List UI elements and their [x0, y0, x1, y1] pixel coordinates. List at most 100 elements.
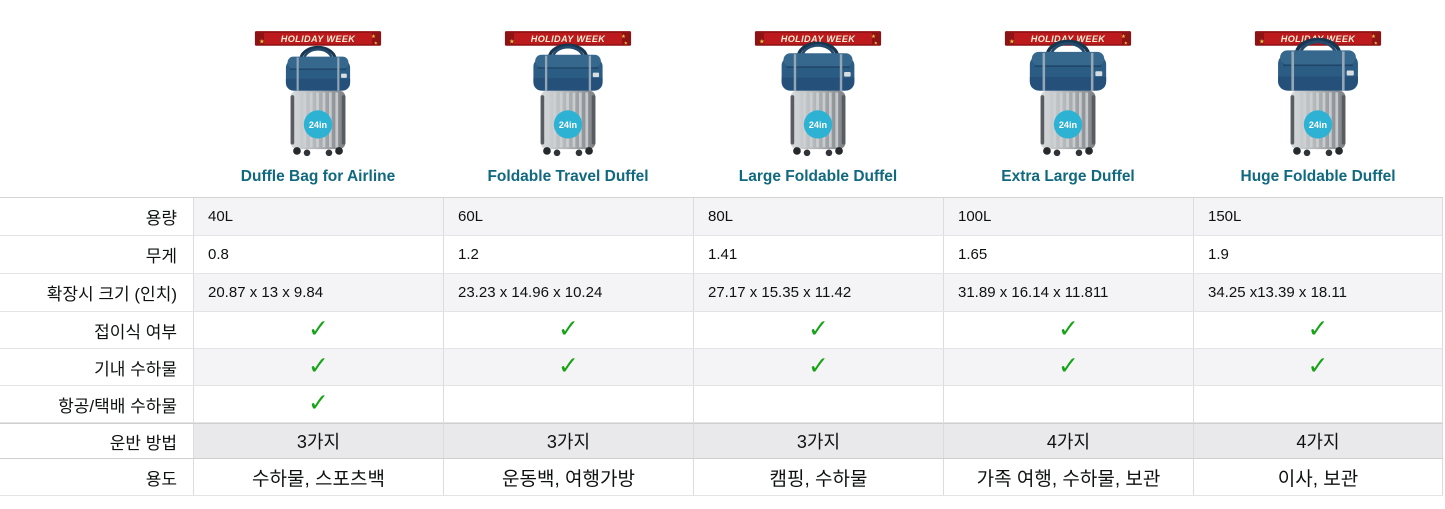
check-icon: ✓ — [1307, 314, 1329, 343]
cell-foldable-3: ✓ — [943, 312, 1193, 348]
duffel-bag-illustration — [1029, 39, 1107, 91]
cell-capacity-1: 60L — [443, 198, 693, 235]
cell-capacity-2: 80L — [693, 198, 943, 235]
star-icon: ★ — [759, 39, 765, 46]
star-icon: ★ — [871, 34, 876, 40]
check-icon: ✓ — [308, 388, 329, 417]
cell-expanded-size-0: 20.87 x 13 x 9.84 — [193, 274, 443, 311]
row-label-air-courier: 항공/택배 수하물 — [0, 386, 193, 422]
cell-uses-1: 운동백, 여행가방 — [443, 459, 693, 495]
row-label-carry-methods: 운반 방법 — [0, 424, 193, 458]
badge-text: 24in — [809, 120, 828, 130]
size-badge: 24in — [303, 110, 333, 139]
cell-carry-methods-0: 3가지 — [193, 424, 443, 458]
cell-air-courier-4 — [1193, 386, 1443, 422]
cell-foldable-0: ✓ — [193, 312, 443, 348]
product-image[interactable]: ★ ★ ★ HOLIDAY WEEK 24in — [504, 30, 632, 164]
cell-foldable-1: ✓ — [443, 312, 693, 348]
cell-carry-on-3: ✓ — [943, 349, 1193, 385]
cell-expanded-size-2: 27.17 x 15.35 x 11.42 — [693, 274, 943, 311]
cell-air-courier-2 — [693, 386, 943, 422]
check-icon: ✓ — [1307, 351, 1329, 380]
table-row-air-courier: 항공/택배 수하물 ✓ — [0, 386, 1443, 423]
check-icon: ✓ — [1058, 314, 1079, 343]
cell-expanded-size-1: 23.23 x 14.96 x 10.24 — [443, 274, 693, 311]
product-image[interactable]: ★ ★ ★ HOLIDAY WEEK 24in — [1254, 30, 1382, 164]
duffel-bag-illustration — [533, 43, 603, 91]
product-card: ★ ★ ★ HOLIDAY WEEK 24in Large Foldable D… — [693, 30, 943, 186]
cell-capacity-4: 150L — [1193, 198, 1443, 235]
row-label-uses: 용도 — [0, 459, 193, 495]
star-icon: ★ — [1371, 34, 1376, 40]
table-row-foldable: 접이식 여부 ✓ ✓ ✓ ✓ ✓ — [0, 312, 1443, 349]
cell-air-courier-0: ✓ — [193, 386, 443, 422]
banner-text: HOLIDAY WEEK — [1031, 34, 1107, 44]
cell-weight-3: 1.65 — [943, 236, 1193, 273]
size-badge: 24in — [1053, 110, 1083, 139]
table-row-uses: 용도 수하물, 스포츠백 운동백, 여행가방 캠핑, 수하물 가족 여행, 수하물, 보… — [0, 459, 1443, 496]
cell-capacity-3: 100L — [943, 198, 1193, 235]
table-row-expanded-size: 확장시 크기 (인치) 20.87 x 13 x 9.84 23.23 x 14.9… — [0, 274, 1443, 312]
check-icon: ✓ — [808, 314, 829, 343]
product-image[interactable]: ★ ★ ★ HOLIDAY WEEK 24in — [1004, 30, 1132, 164]
cell-weight-1: 1.2 — [443, 236, 693, 273]
banner-text: HOLIDAY WEEK — [781, 34, 857, 44]
row-label-capacity: 용량 — [0, 198, 193, 235]
star-icon: ★ — [874, 40, 878, 45]
row-label-foldable: 접이식 여부 — [0, 312, 193, 348]
table-row-carry-methods: 운반 방법 3가지 3가지 3가지 4가지 4가지 — [0, 423, 1443, 459]
star-icon: ★ — [621, 34, 626, 40]
badge-text: 24in — [309, 120, 328, 130]
cell-carry-methods-2: 3가지 — [693, 424, 943, 458]
cell-carry-on-1: ✓ — [443, 349, 693, 385]
product-image[interactable]: ★ ★ ★ HOLIDAY WEEK 24in — [754, 30, 882, 164]
product-title[interactable]: Large Foldable Duffel — [738, 168, 898, 185]
check-icon: ✓ — [808, 351, 829, 380]
badge-text: 24in — [559, 120, 578, 130]
check-icon: ✓ — [558, 314, 579, 343]
star-icon: ★ — [1374, 40, 1378, 45]
duffel-bag-illustration — [1278, 37, 1358, 91]
cell-uses-3: 가족 여행, 수하물, 보관 — [943, 459, 1193, 495]
product-image[interactable]: ★ ★ ★ HOLIDAY WEEK 24in — [254, 30, 382, 164]
badge-text: 24in — [1309, 120, 1328, 130]
comparison-table: 용량 40L 60L 80L 100L 150L 무게 0.8 1.2 1.41 1.65 1.9 확장… — [0, 197, 1443, 496]
table-row-carry-on: 기내 수하물 ✓ ✓ ✓ ✓ ✓ — [0, 349, 1443, 386]
cell-air-courier-1 — [443, 386, 693, 422]
size-badge: 24in — [553, 110, 583, 139]
product-header-row: ★ ★ ★ HOLIDAY WEEK 24in Duffle Bag for A… — [193, 30, 1443, 186]
cell-expanded-size-4: 34.25 x13.39 x 18.11 — [1193, 274, 1443, 311]
cell-air-courier-3 — [943, 386, 1193, 422]
duffel-bag-illustration — [781, 41, 855, 91]
holiday-week-banner: ★ ★ ★ HOLIDAY WEEK — [504, 31, 632, 46]
cell-uses-0: 수하물, 스포츠백 — [193, 459, 443, 495]
cell-uses-2: 캠핑, 수하물 — [693, 459, 943, 495]
duffel-bag-illustration — [285, 45, 351, 91]
table-row-capacity: 용량 40L 60L 80L 100L 150L — [0, 198, 1443, 236]
product-title[interactable]: Huge Foldable Duffel — [1240, 168, 1396, 185]
cell-carry-on-4: ✓ — [1193, 349, 1443, 385]
star-icon: ★ — [1121, 34, 1126, 40]
star-icon: ★ — [1259, 39, 1265, 46]
size-badge: 24in — [1303, 110, 1333, 139]
cell-carry-methods-1: 3가지 — [443, 424, 693, 458]
cell-expanded-size-3: 31.89 x 16.14 x 11.811 — [943, 274, 1193, 311]
star-icon: ★ — [1124, 40, 1128, 45]
product-card: ★ ★ ★ HOLIDAY WEEK 24in Huge Foldable Du… — [1193, 30, 1443, 186]
holiday-week-banner: ★ ★ ★ HOLIDAY WEEK — [254, 31, 382, 46]
cell-foldable-2: ✓ — [693, 312, 943, 348]
row-label-expanded-size: 확장시 크기 (인치) — [0, 274, 193, 311]
star-icon: ★ — [371, 34, 376, 40]
product-card: ★ ★ ★ HOLIDAY WEEK 24in Extra Large Duff… — [943, 30, 1193, 186]
cell-capacity-0: 40L — [193, 198, 443, 235]
product-card: ★ ★ ★ HOLIDAY WEEK 24in Duffle Bag for A… — [193, 30, 443, 186]
product-title[interactable]: Extra Large Duffel — [1001, 168, 1135, 185]
star-icon: ★ — [374, 40, 378, 45]
check-icon: ✓ — [558, 351, 579, 380]
star-icon: ★ — [259, 39, 265, 46]
banner-text: HOLIDAY WEEK — [281, 34, 357, 44]
banner-text: HOLIDAY WEEK — [531, 34, 607, 44]
product-title[interactable]: Duffle Bag for Airline — [240, 168, 396, 185]
check-icon: ✓ — [1058, 351, 1079, 380]
product-title[interactable]: Foldable Travel Duffel — [487, 168, 649, 185]
